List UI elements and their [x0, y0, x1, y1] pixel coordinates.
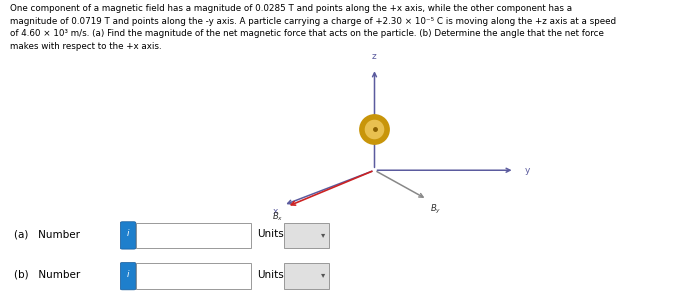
Ellipse shape [359, 114, 390, 145]
Text: (a)   Number: (a) Number [14, 229, 80, 239]
Text: (b)   Number: (b) Number [14, 270, 80, 280]
FancyBboxPatch shape [120, 262, 136, 290]
Ellipse shape [365, 120, 384, 139]
Text: ▾: ▾ [321, 271, 326, 279]
FancyBboxPatch shape [136, 223, 251, 248]
Text: z: z [372, 52, 377, 61]
Text: $B_y$: $B_y$ [430, 203, 442, 216]
FancyBboxPatch shape [120, 222, 136, 249]
Text: Units: Units [258, 270, 284, 280]
Text: x: x [272, 207, 278, 217]
Text: One component of a magnetic field has a magnitude of 0.0285 T and points along t: One component of a magnetic field has a … [10, 4, 617, 51]
FancyBboxPatch shape [284, 263, 329, 289]
Text: $B_x$: $B_x$ [272, 211, 284, 223]
Text: ▾: ▾ [321, 230, 326, 239]
FancyBboxPatch shape [136, 263, 251, 289]
Text: y: y [525, 166, 531, 175]
FancyBboxPatch shape [284, 223, 329, 248]
Text: Units: Units [258, 229, 284, 239]
Text: i: i [127, 229, 130, 238]
Text: i: i [127, 270, 130, 279]
